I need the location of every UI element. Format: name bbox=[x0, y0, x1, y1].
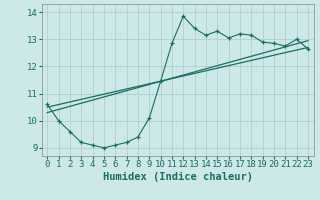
X-axis label: Humidex (Indice chaleur): Humidex (Indice chaleur) bbox=[103, 172, 252, 182]
